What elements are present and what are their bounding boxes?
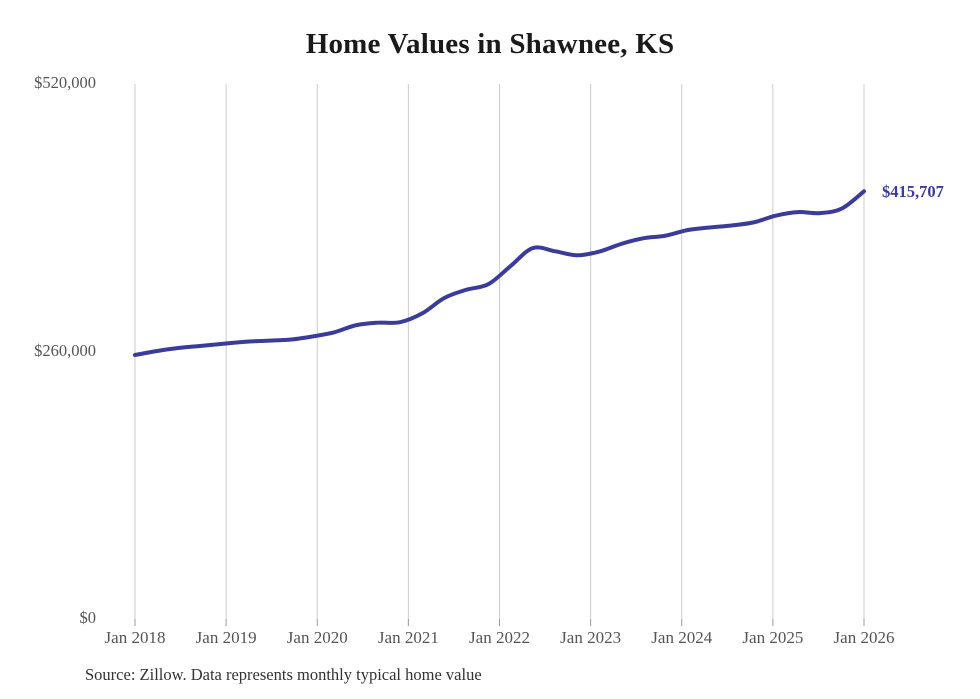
x-tick-label: Jan 2019 xyxy=(195,628,257,647)
x-tick-label: Jan 2018 xyxy=(104,628,166,647)
x-tick-label: Jan 2021 xyxy=(377,628,439,647)
x-tick-label: Jan 2022 xyxy=(469,628,530,647)
y-tick-label: $0 xyxy=(79,608,97,627)
source-note: Source: Zillow. Data represents monthly … xyxy=(85,665,482,684)
chart-title: Home Values in Shawnee, KS xyxy=(305,28,675,60)
x-tick-label: Jan 2023 xyxy=(560,628,622,647)
x-tick-marks xyxy=(134,619,865,626)
y-tick-label: $260,000 xyxy=(34,340,96,360)
y-tick-label: $520,000 xyxy=(34,73,96,92)
end-value-annotation: $415,707 xyxy=(882,182,944,202)
x-tick-label: Jan 2025 xyxy=(742,628,804,647)
x-tick-label: Jan 2026 xyxy=(833,628,895,647)
x-tick-label: Jan 2020 xyxy=(286,628,348,647)
x-tick-label: Jan 2024 xyxy=(651,628,713,647)
value-line xyxy=(133,189,866,357)
vertical-gridlines xyxy=(134,84,865,619)
